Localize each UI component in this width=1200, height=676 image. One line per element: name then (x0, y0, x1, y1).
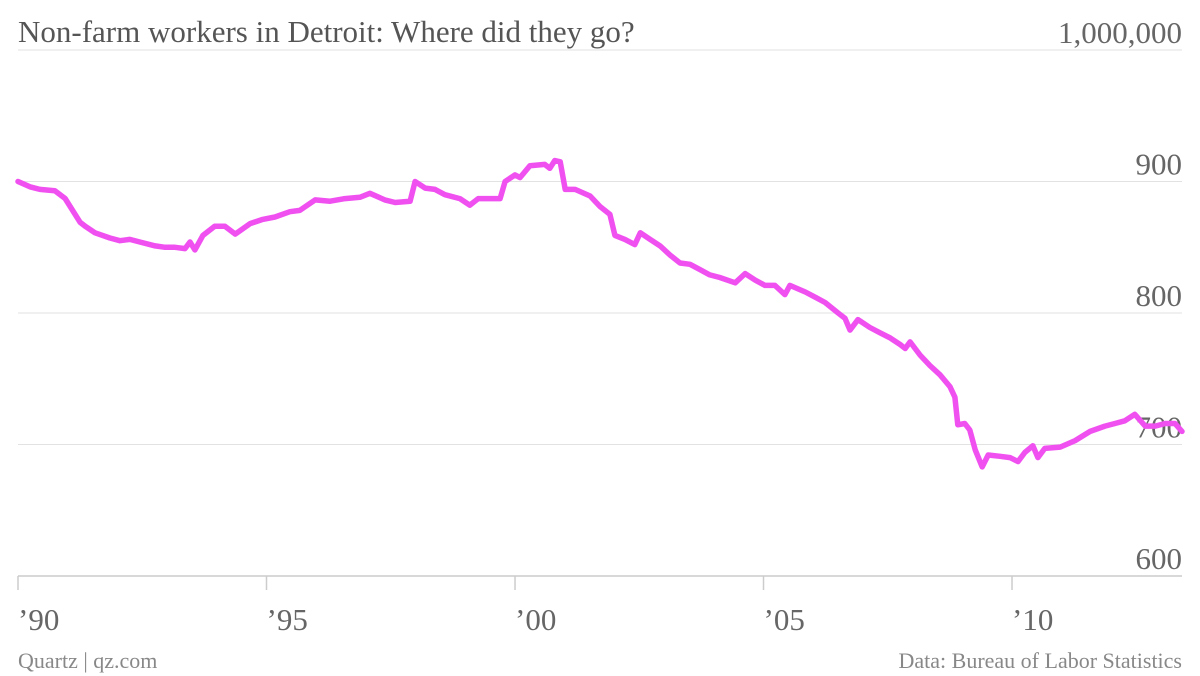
y-tick-label: 800 (1136, 278, 1183, 313)
x-tick-label: ’05 (764, 602, 805, 637)
y-tick-label: 900 (1136, 147, 1183, 182)
x-tick-label: ’90 (18, 602, 59, 637)
y-tick-label: 1,000,000 (1058, 15, 1182, 50)
x-tick-label: ’00 (515, 602, 556, 637)
source: Data: Bureau of Labor Statistics (899, 648, 1182, 673)
chart-title: Non-farm workers in Detroit: Where did t… (18, 14, 635, 49)
x-tick-label: ’95 (267, 602, 308, 637)
data-line (15, 157, 1185, 470)
x-tick-label: ’10 (1012, 602, 1053, 637)
credit: Quartz | qz.com (18, 648, 157, 673)
y-tick-label: 600 (1136, 541, 1183, 576)
